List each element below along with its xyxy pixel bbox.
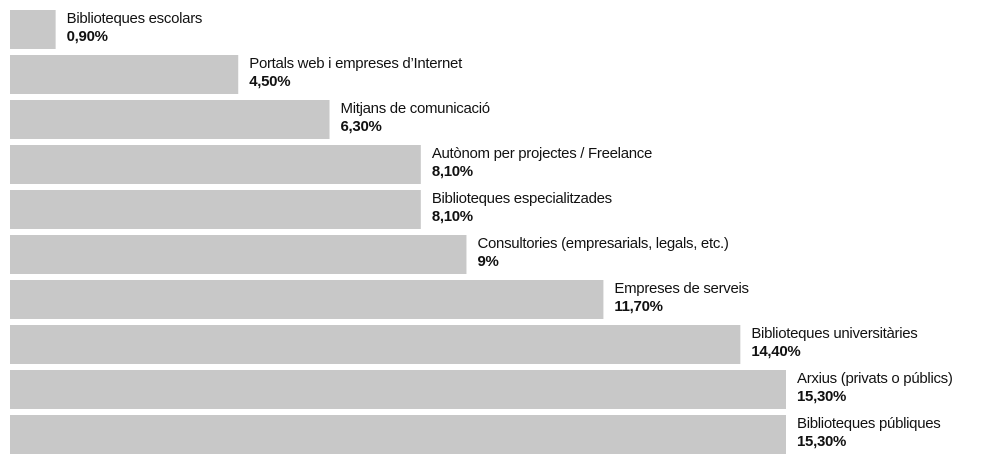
value-label: 8,10% bbox=[432, 163, 473, 180]
category-label: Consultories (empresarials, legals, etc.… bbox=[477, 235, 728, 252]
value-label: 15,30% bbox=[797, 433, 846, 450]
bar bbox=[10, 415, 786, 454]
category-label: Portals web i empreses d’Internet bbox=[249, 55, 463, 72]
value-label: 6,30% bbox=[341, 118, 382, 135]
category-label: Biblioteques públiques bbox=[797, 415, 941, 432]
category-label: Mitjans de comunicació bbox=[341, 100, 490, 117]
value-label: 14,40% bbox=[751, 343, 800, 360]
category-label: Autònom per projectes / Freelance bbox=[432, 145, 652, 162]
value-label: 4,50% bbox=[249, 73, 290, 90]
category-label: Empreses de serveis bbox=[614, 280, 748, 297]
bar bbox=[10, 280, 604, 319]
bar bbox=[10, 55, 239, 94]
bar bbox=[10, 325, 741, 364]
category-label: Biblioteques escolars bbox=[67, 10, 202, 27]
value-label: 0,90% bbox=[67, 28, 108, 45]
value-label: 11,70% bbox=[614, 298, 662, 315]
bar bbox=[10, 370, 786, 409]
value-label: 8,10% bbox=[432, 208, 473, 225]
category-label: Biblioteques especialitzades bbox=[432, 190, 612, 207]
value-label: 15,30% bbox=[797, 388, 846, 405]
bar bbox=[10, 190, 421, 229]
category-label: Biblioteques universitàries bbox=[751, 325, 917, 342]
value-label: 9% bbox=[477, 253, 498, 270]
bar bbox=[10, 10, 56, 49]
category-label: Arxius (privats o públics) bbox=[797, 370, 953, 387]
bar bbox=[10, 235, 467, 274]
bar bbox=[10, 100, 330, 139]
bar bbox=[10, 145, 421, 184]
